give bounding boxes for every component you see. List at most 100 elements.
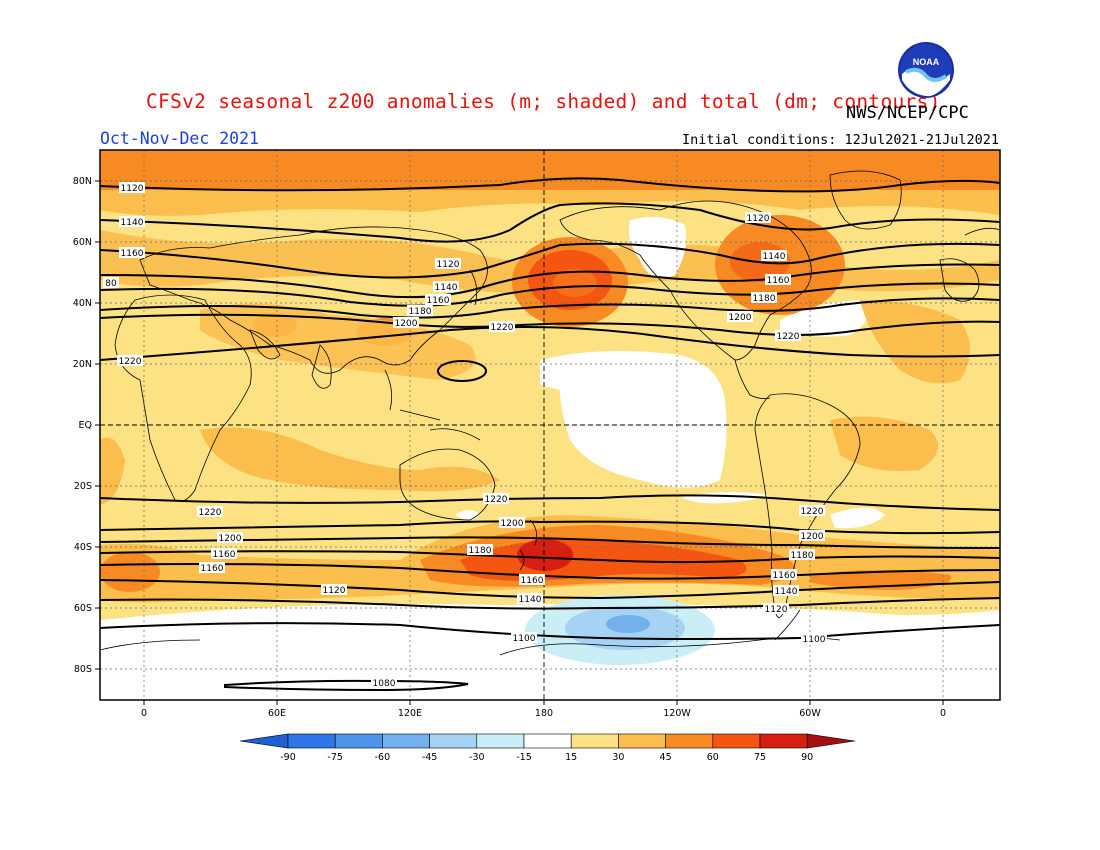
contour-label: 1100 [801,633,827,645]
svg-text:1220: 1220 [801,507,824,517]
contour-label: 1180 [789,549,815,561]
svg-text:1180: 1180 [753,294,776,304]
contour-label: 1140 [517,593,543,605]
contour-label: 1160 [771,569,797,581]
latitude-labels: 80N 60N 40N 20N EQ 20S 40S 60S 80S [73,176,92,675]
svg-text:1220: 1220 [491,323,514,333]
svg-text:1220: 1220 [119,357,142,367]
svg-text:1160: 1160 [773,571,796,581]
colorbar-label: 60 [707,752,719,763]
contour-label: 1200 [499,517,525,529]
contour-label: 1200 [393,317,419,329]
svg-text:1220: 1220 [777,332,800,342]
noaa-logo-icon: NOAA [898,42,954,98]
colorbar-label: 90 [801,752,813,763]
svg-text:1120: 1120 [323,586,346,596]
contour-label: 1180 [407,305,433,317]
svg-text:1120: 1120 [747,214,770,224]
contour-label: 1220 [799,505,825,517]
colorbar-label: -60 [375,752,391,763]
colorbar [239,733,856,749]
lat-label: 60N [73,237,92,248]
lon-label: 120W [663,708,691,719]
svg-text:1160: 1160 [201,564,224,574]
svg-text:1160: 1160 [521,576,544,586]
lon-label: 60E [268,708,286,719]
colorbar-label: 45 [660,752,672,763]
contour-label: 1120 [435,258,461,270]
contour-label: 1120 [321,584,347,596]
height-contours [100,177,1000,692]
svg-text:1120: 1120 [765,605,788,615]
longitude-labels: 0 60E 120E 180 120W 60W 0 [141,708,946,719]
svg-text:80: 80 [105,279,117,289]
colorbar-box [334,733,383,749]
lat-label: 80S [74,664,92,675]
svg-text:1180: 1180 [791,551,814,561]
svg-text:1140: 1140 [435,283,458,293]
contour-label: 1220 [117,355,143,367]
agency-label: NWS/NCEP/CPC [846,103,969,123]
svg-text:1080: 1080 [373,679,396,689]
contour-label: 1140 [119,216,145,228]
contour-label: 1140 [433,281,459,293]
svg-text:1160: 1160 [427,296,450,306]
svg-text:1120: 1120 [121,184,144,194]
season-label: Oct-Nov-Dec 2021 [100,129,259,148]
contour-label: 1160 [765,274,791,286]
contour-label: 1220 [483,493,509,505]
colorbar-box [665,733,714,749]
colorbar-box [382,733,430,749]
colorbar-label: -45 [422,752,438,763]
svg-text:1100: 1100 [803,635,826,645]
colorbar-labels: -90 -75 -60 -45 -30 -15 15 30 45 60 75 90 [280,752,813,763]
contour-label: 1140 [773,585,799,597]
contour-label: 1220 [489,321,515,333]
coastlines [100,170,1000,656]
contour-label: 1160 [199,562,225,574]
colorbar-box [287,733,336,749]
contour-label: 1120 [119,182,145,194]
colorbar-box [476,733,525,749]
colorbar-box [429,733,478,749]
svg-text:1200: 1200 [729,313,752,323]
contour-label: 1200 [217,532,243,544]
colorbar-box [570,733,619,749]
contour-label: 1220 [775,330,801,342]
svg-text:1160: 1160 [767,276,790,286]
colorbar-label: -75 [327,752,343,763]
svg-text:1160: 1160 [213,550,236,560]
svg-text:1140: 1140 [775,587,798,597]
colorbar-label: 75 [754,752,766,763]
contour-label: 1160 [211,548,237,560]
svg-text:1140: 1140 [763,252,786,262]
colorbar-label: 15 [565,752,577,763]
svg-text:1100: 1100 [513,634,536,644]
contour-label: 1100 [511,632,537,644]
contour-label: 1140 [761,250,787,262]
lat-label: EQ [79,420,92,431]
contour-label: 1200 [727,311,753,323]
lon-label: 120E [398,708,422,719]
colorbar-arrow-left [239,733,289,749]
contour-label: 1120 [745,212,771,224]
colorbar-box [618,733,666,749]
svg-text:1200: 1200 [801,532,824,542]
contour-label: 1180 [751,292,777,304]
lon-label: 60W [799,708,821,719]
colorbar-label: -90 [280,752,296,763]
svg-text:1140: 1140 [519,595,542,605]
svg-text:1180: 1180 [409,307,432,317]
initial-conditions-label: Initial conditions: 12Jul2021-21Jul2021 [682,132,999,148]
colorbar-box [759,733,808,749]
contour-label: 1080 [371,677,397,689]
colorbar-box [523,733,572,749]
colorbar-label: -30 [469,752,485,763]
axis-ticks [95,180,944,705]
contour-label: 1160 [519,574,545,586]
lon-label: 180 [535,708,553,719]
contour-label: 80 [103,277,119,289]
lat-label: 40S [74,542,92,553]
colorbar-box [712,733,761,749]
